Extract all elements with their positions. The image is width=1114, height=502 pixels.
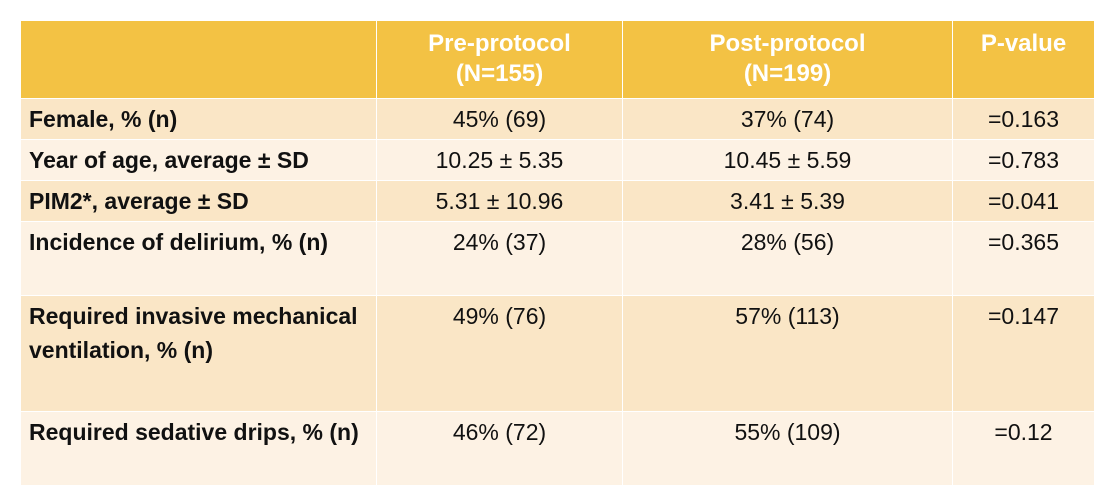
row-label: PIM2*, average ± SD (20, 180, 377, 222)
post-protocol-value: 28% (56) (622, 221, 953, 296)
header-pre-protocol-title: Pre-protocol (428, 30, 571, 57)
p-value: =0.783 (952, 139, 1095, 181)
p-value: =0.147 (952, 295, 1095, 412)
p-value: =0.365 (952, 221, 1095, 296)
table-row: Female, % (n) 45% (69) 37% (74) =0.163 (20, 98, 1095, 140)
pre-protocol-value: 10.25 ± 5.35 (376, 139, 623, 181)
p-value: =0.12 (952, 411, 1095, 486)
row-label: Female, % (n) (20, 98, 377, 140)
table-row: Year of age, average ± SD 10.25 ± 5.35 1… (20, 139, 1095, 181)
pre-protocol-value: 24% (37) (376, 221, 623, 296)
table-row: Required sedative drips, % (n) 46% (72) … (20, 411, 1095, 486)
post-protocol-value: 3.41 ± 5.39 (622, 180, 953, 222)
pre-protocol-value: 46% (72) (376, 411, 623, 486)
header-p-value-title: P-value (980, 30, 1067, 57)
table-row: PIM2*, average ± SD 5.31 ± 10.96 3.41 ± … (20, 180, 1095, 222)
post-protocol-value: 10.45 ± 5.59 (622, 139, 953, 181)
pre-protocol-value: 49% (76) (376, 295, 623, 412)
header-post-protocol: Post-protocol (N=199) (622, 20, 953, 99)
header-post-protocol-n: (N=199) (743, 60, 832, 87)
header-row: Pre-protocol (N=155) Post-protocol (N=19… (20, 20, 1095, 99)
post-protocol-value: 37% (74) (622, 98, 953, 140)
p-value: =0.163 (952, 98, 1095, 140)
header-pre-protocol-n: (N=155) (455, 60, 544, 87)
post-protocol-value: 55% (109) (622, 411, 953, 486)
table-row: Incidence of delirium, % (n) 24% (37) 28… (20, 221, 1095, 296)
row-label: Required sedative drips, % (n) (20, 411, 377, 486)
header-empty-cell (20, 20, 377, 99)
table-row: Required invasive mechanical ventilation… (20, 295, 1095, 412)
row-label: Required invasive mechanical ventilation… (20, 295, 377, 412)
pre-protocol-value: 45% (69) (376, 98, 623, 140)
row-label: Year of age, average ± SD (20, 139, 377, 181)
header-post-protocol-title: Post-protocol (709, 30, 866, 57)
comparison-table: Pre-protocol (N=155) Post-protocol (N=19… (20, 20, 1095, 486)
header-pre-protocol: Pre-protocol (N=155) (376, 20, 623, 99)
post-protocol-value: 57% (113) (622, 295, 953, 412)
p-value: =0.041 (952, 180, 1095, 222)
header-p-value: P-value (952, 20, 1095, 99)
row-label: Incidence of delirium, % (n) (20, 221, 377, 296)
pre-protocol-value: 5.31 ± 10.96 (376, 180, 623, 222)
